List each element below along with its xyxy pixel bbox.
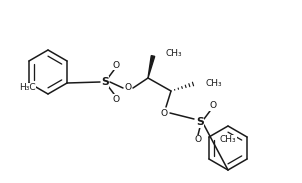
Text: O: O [112,61,120,70]
Polygon shape [148,56,155,78]
Text: O: O [210,102,217,111]
Text: O: O [112,94,120,104]
Text: S: S [196,117,204,127]
Text: O: O [194,135,201,145]
Text: CH₃: CH₃ [165,49,182,59]
Text: S: S [101,77,109,87]
Text: CH₃: CH₃ [205,79,222,87]
Text: O: O [160,109,168,117]
Text: H₃C: H₃C [19,83,36,92]
Text: O: O [124,83,132,92]
Text: CH₃: CH₃ [220,135,236,144]
